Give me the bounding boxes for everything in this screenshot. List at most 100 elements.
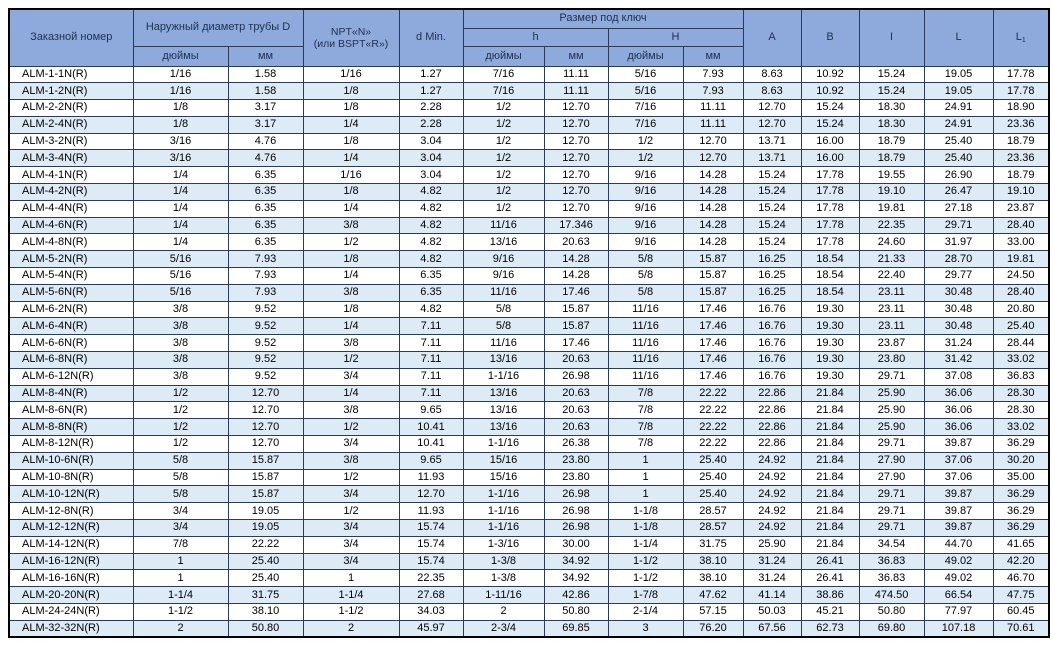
value-cell: 3/8 [302, 401, 400, 420]
col-header-a: A [742, 8, 802, 67]
value-cell: 1/8 [132, 99, 229, 117]
order-number-cell: ALM-32-32N(R) [8, 619, 134, 638]
value-cell: 7/16 [462, 82, 545, 101]
value-cell: 26.98 [543, 519, 609, 537]
value-cell: 29.71 [858, 502, 925, 521]
value-cell: 36.83 [858, 569, 925, 588]
value-cell: 10.92 [800, 82, 860, 101]
table-row: ALM-6-6N(R) 3/8 9.52 3/8 7.11 11/16 17.46 11/16… [8, 334, 1050, 353]
value-cell: 13/16 [462, 401, 545, 420]
value-cell: 17.46 [682, 334, 744, 353]
value-cell: 50.80 [227, 619, 304, 638]
value-cell: 5/8 [132, 451, 229, 470]
value-cell: 1/2 [132, 384, 229, 403]
value-cell: 3/16 [132, 149, 229, 168]
value-cell: 1/2 [462, 99, 545, 117]
spec-table: Заказной номер Наружный диаметр трубы D … [8, 8, 1051, 639]
l1-base: L [1015, 30, 1022, 43]
value-cell: 7/8 [607, 418, 684, 437]
value-cell: 6.35 [398, 267, 464, 285]
value-cell: 28.57 [682, 519, 744, 537]
value-cell: 50.80 [543, 603, 609, 621]
value-cell: 34.92 [543, 552, 609, 571]
value-cell: 9/16 [607, 233, 684, 252]
value-cell: 8.63 [742, 82, 802, 101]
value-cell: 9.65 [398, 451, 464, 470]
value-cell: 9/16 [462, 250, 545, 269]
value-cell: 1-1/8 [607, 519, 684, 537]
value-cell: 1-1/2 [607, 569, 684, 588]
value-cell: 24.91 [923, 115, 994, 134]
value-cell: 2 [302, 619, 400, 638]
value-cell: 26.41 [800, 552, 860, 571]
value-cell: 17.46 [543, 283, 609, 302]
table-row: ALM-8-12N(R) 1/2 12.70 3/4 10.41 1-1/16 26.38 7… [8, 435, 1050, 453]
order-number-cell: ALM-4-4N(R) [8, 199, 134, 218]
table-row: ALM-6-2N(R) 3/8 9.52 1/8 4.82 5/8 15.87 11/16 17… [8, 300, 1050, 319]
value-cell: 4.82 [398, 199, 464, 218]
value-cell: 12.70 [543, 132, 609, 151]
value-cell: 13/16 [462, 384, 545, 403]
value-cell: 1-3/8 [462, 569, 545, 588]
value-cell: 28.30 [992, 401, 1050, 420]
value-cell: 11/16 [607, 317, 684, 336]
value-cell: 62.73 [800, 619, 860, 638]
value-cell: 19.05 [923, 65, 994, 84]
value-cell: 7/16 [462, 65, 545, 84]
value-cell: 34.03 [398, 603, 464, 621]
value-cell: 13/16 [462, 233, 545, 252]
value-cell: 18.54 [800, 283, 860, 302]
value-cell: 49.02 [923, 552, 994, 571]
value-cell: 15.74 [398, 552, 464, 571]
value-cell: 12.70 [543, 199, 609, 218]
value-cell: 1/2 [302, 418, 400, 437]
table-row: ALM-5-6N(R) 5/16 7.93 3/8 6.35 11/16 17.46 5/8 1… [8, 283, 1050, 302]
value-cell: 15.87 [227, 485, 304, 504]
order-number-cell: ALM-1-2N(R) [8, 82, 134, 101]
value-cell: 3/4 [302, 535, 400, 554]
value-cell: 36.29 [992, 435, 1050, 453]
value-cell: 21.84 [800, 485, 860, 504]
value-cell: 19.55 [858, 166, 925, 185]
order-number-cell: ALM-5-6N(R) [8, 283, 134, 302]
value-cell: 26.98 [543, 485, 609, 504]
value-cell: 4.82 [398, 183, 464, 201]
value-cell: 47.75 [992, 586, 1050, 604]
value-cell: 15.24 [742, 216, 802, 235]
value-cell: 23.11 [858, 317, 925, 336]
value-cell: 8.63 [742, 65, 802, 84]
value-cell: 7.93 [682, 82, 744, 101]
value-cell: 22.35 [858, 216, 925, 235]
value-cell: 42.86 [543, 586, 609, 604]
value-cell: 19.81 [858, 199, 925, 218]
value-cell: 22.86 [742, 384, 802, 403]
col-header-l1: L1 [992, 8, 1050, 67]
value-cell: 9/16 [607, 183, 684, 201]
value-cell: 16.00 [800, 149, 860, 168]
value-cell: 15.24 [800, 99, 860, 117]
value-cell: 24.60 [858, 233, 925, 252]
value-cell: 1.27 [398, 65, 464, 84]
value-cell: 49.02 [923, 569, 994, 588]
value-cell: 15.24 [800, 115, 860, 134]
value-cell: 7.11 [398, 384, 464, 403]
value-cell: 3/4 [132, 502, 229, 521]
value-cell: 9/16 [607, 216, 684, 235]
value-cell: 23.80 [543, 468, 609, 487]
value-cell: 18.79 [858, 149, 925, 168]
order-number-cell: ALM-6-4N(R) [8, 317, 134, 336]
table-row: ALM-14-12N(R) 7/8 22.22 3/4 15.74 1-3/16 30.00… [8, 535, 1050, 554]
value-cell: 24.92 [742, 485, 802, 504]
value-cell: 15.87 [682, 250, 744, 269]
value-cell: 11/16 [607, 334, 684, 353]
order-number-cell: ALM-3-2N(R) [8, 132, 134, 151]
value-cell: 26.38 [543, 435, 609, 453]
value-cell: 20.63 [543, 418, 609, 437]
value-cell: 18.90 [992, 99, 1050, 117]
value-cell: 15.74 [398, 519, 464, 537]
value-cell: 22.22 [682, 418, 744, 437]
value-cell: 12.70 [682, 149, 744, 168]
col-header-h-big: H [607, 27, 744, 47]
value-cell: 31.42 [923, 351, 994, 369]
value-cell: 24.92 [742, 519, 802, 537]
